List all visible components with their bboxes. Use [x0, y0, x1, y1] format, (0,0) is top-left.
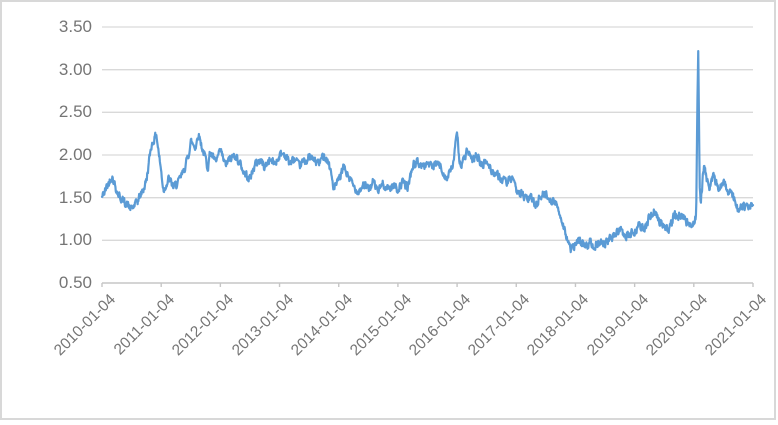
y-axis-label: 0.50 — [58, 273, 92, 292]
y-axis-label: 3.50 — [58, 17, 92, 36]
y-axis-label: 2.50 — [58, 102, 92, 122]
x-axis-label: 2021-01-04 — [702, 291, 778, 359]
y-axis-label: 3.00 — [58, 59, 92, 79]
y-axis-label: 1.00 — [58, 230, 92, 250]
y-axis-label: 1.50 — [58, 187, 92, 207]
data-series-line — [100, 49, 755, 254]
y-axis-label: 2.00 — [58, 145, 92, 164]
